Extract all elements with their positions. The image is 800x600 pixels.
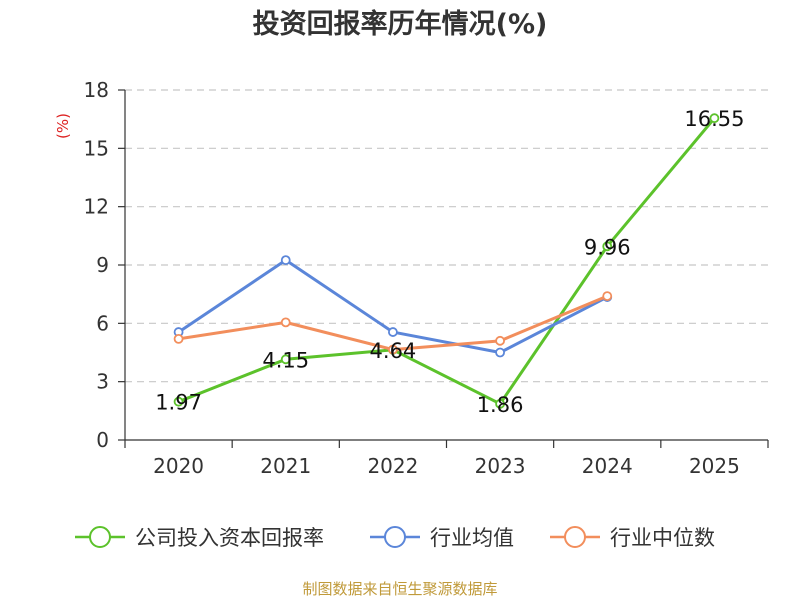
- legend-label: 行业均值: [430, 526, 514, 550]
- data-point: [173, 396, 184, 407]
- source-note: 制图数据来自恒生聚源数据库: [302, 580, 497, 598]
- x-tick-label: 2022: [367, 454, 418, 478]
- x-tick-label: 2021: [260, 454, 311, 478]
- y-tick-label: 15: [84, 136, 109, 160]
- data-point: [709, 113, 720, 124]
- x-tick-label: 2024: [582, 454, 633, 478]
- legend-marker: [564, 526, 586, 548]
- data-point: [280, 317, 291, 328]
- legend: 公司投入资本回报率 行业均值 行业中位数: [75, 526, 715, 550]
- data-label: 1.97: [155, 391, 202, 415]
- y-tick-label: 6: [96, 311, 109, 335]
- y-tick-label: 0: [96, 428, 109, 452]
- data-label: 4.15: [262, 348, 309, 372]
- data-point: [495, 347, 505, 358]
- data-label: 9.96: [584, 235, 631, 259]
- legend-marker: [384, 526, 406, 548]
- y-tick-label: 3: [96, 370, 109, 394]
- data-label: 1.86: [477, 393, 524, 417]
- legend-label: 行业中位数: [610, 526, 715, 550]
- data-point: [602, 291, 613, 302]
- axes: 0 3 6 9 12 15 18 2020 2021 2022 2023 2024 2025: [84, 78, 769, 478]
- chart-title: 投资回报率历年情况(%): [253, 8, 548, 40]
- gridlines: [125, 89, 768, 383]
- y-tick-label: 18: [84, 78, 109, 102]
- y-tick-label: 9: [96, 253, 109, 277]
- legend-marker: [89, 526, 111, 548]
- x-tick-label: 2023: [475, 454, 526, 478]
- data-point: [280, 255, 291, 266]
- series-line-0: [178, 117, 716, 406]
- data-point: [280, 354, 291, 365]
- y-axis-unit: (%): [54, 113, 72, 139]
- data-labels: 1.97 4.15 4.64 1.86 9.96 16.55: [155, 107, 744, 417]
- data-point: [388, 344, 398, 355]
- x-tick-label: 2020: [153, 454, 204, 478]
- data-label: 16.55: [684, 107, 744, 131]
- data-point: [602, 241, 613, 252]
- legend-label: 公司投入资本回报率: [135, 526, 324, 550]
- data-point: [388, 327, 398, 337]
- x-tick-label: 2025: [689, 454, 740, 478]
- data-point: [495, 335, 505, 346]
- y-tick-label: 12: [84, 195, 109, 219]
- data-point: [495, 398, 505, 409]
- series-lines: [173, 113, 720, 409]
- data-label: 4.64: [370, 339, 417, 363]
- data-point: [173, 333, 184, 344]
